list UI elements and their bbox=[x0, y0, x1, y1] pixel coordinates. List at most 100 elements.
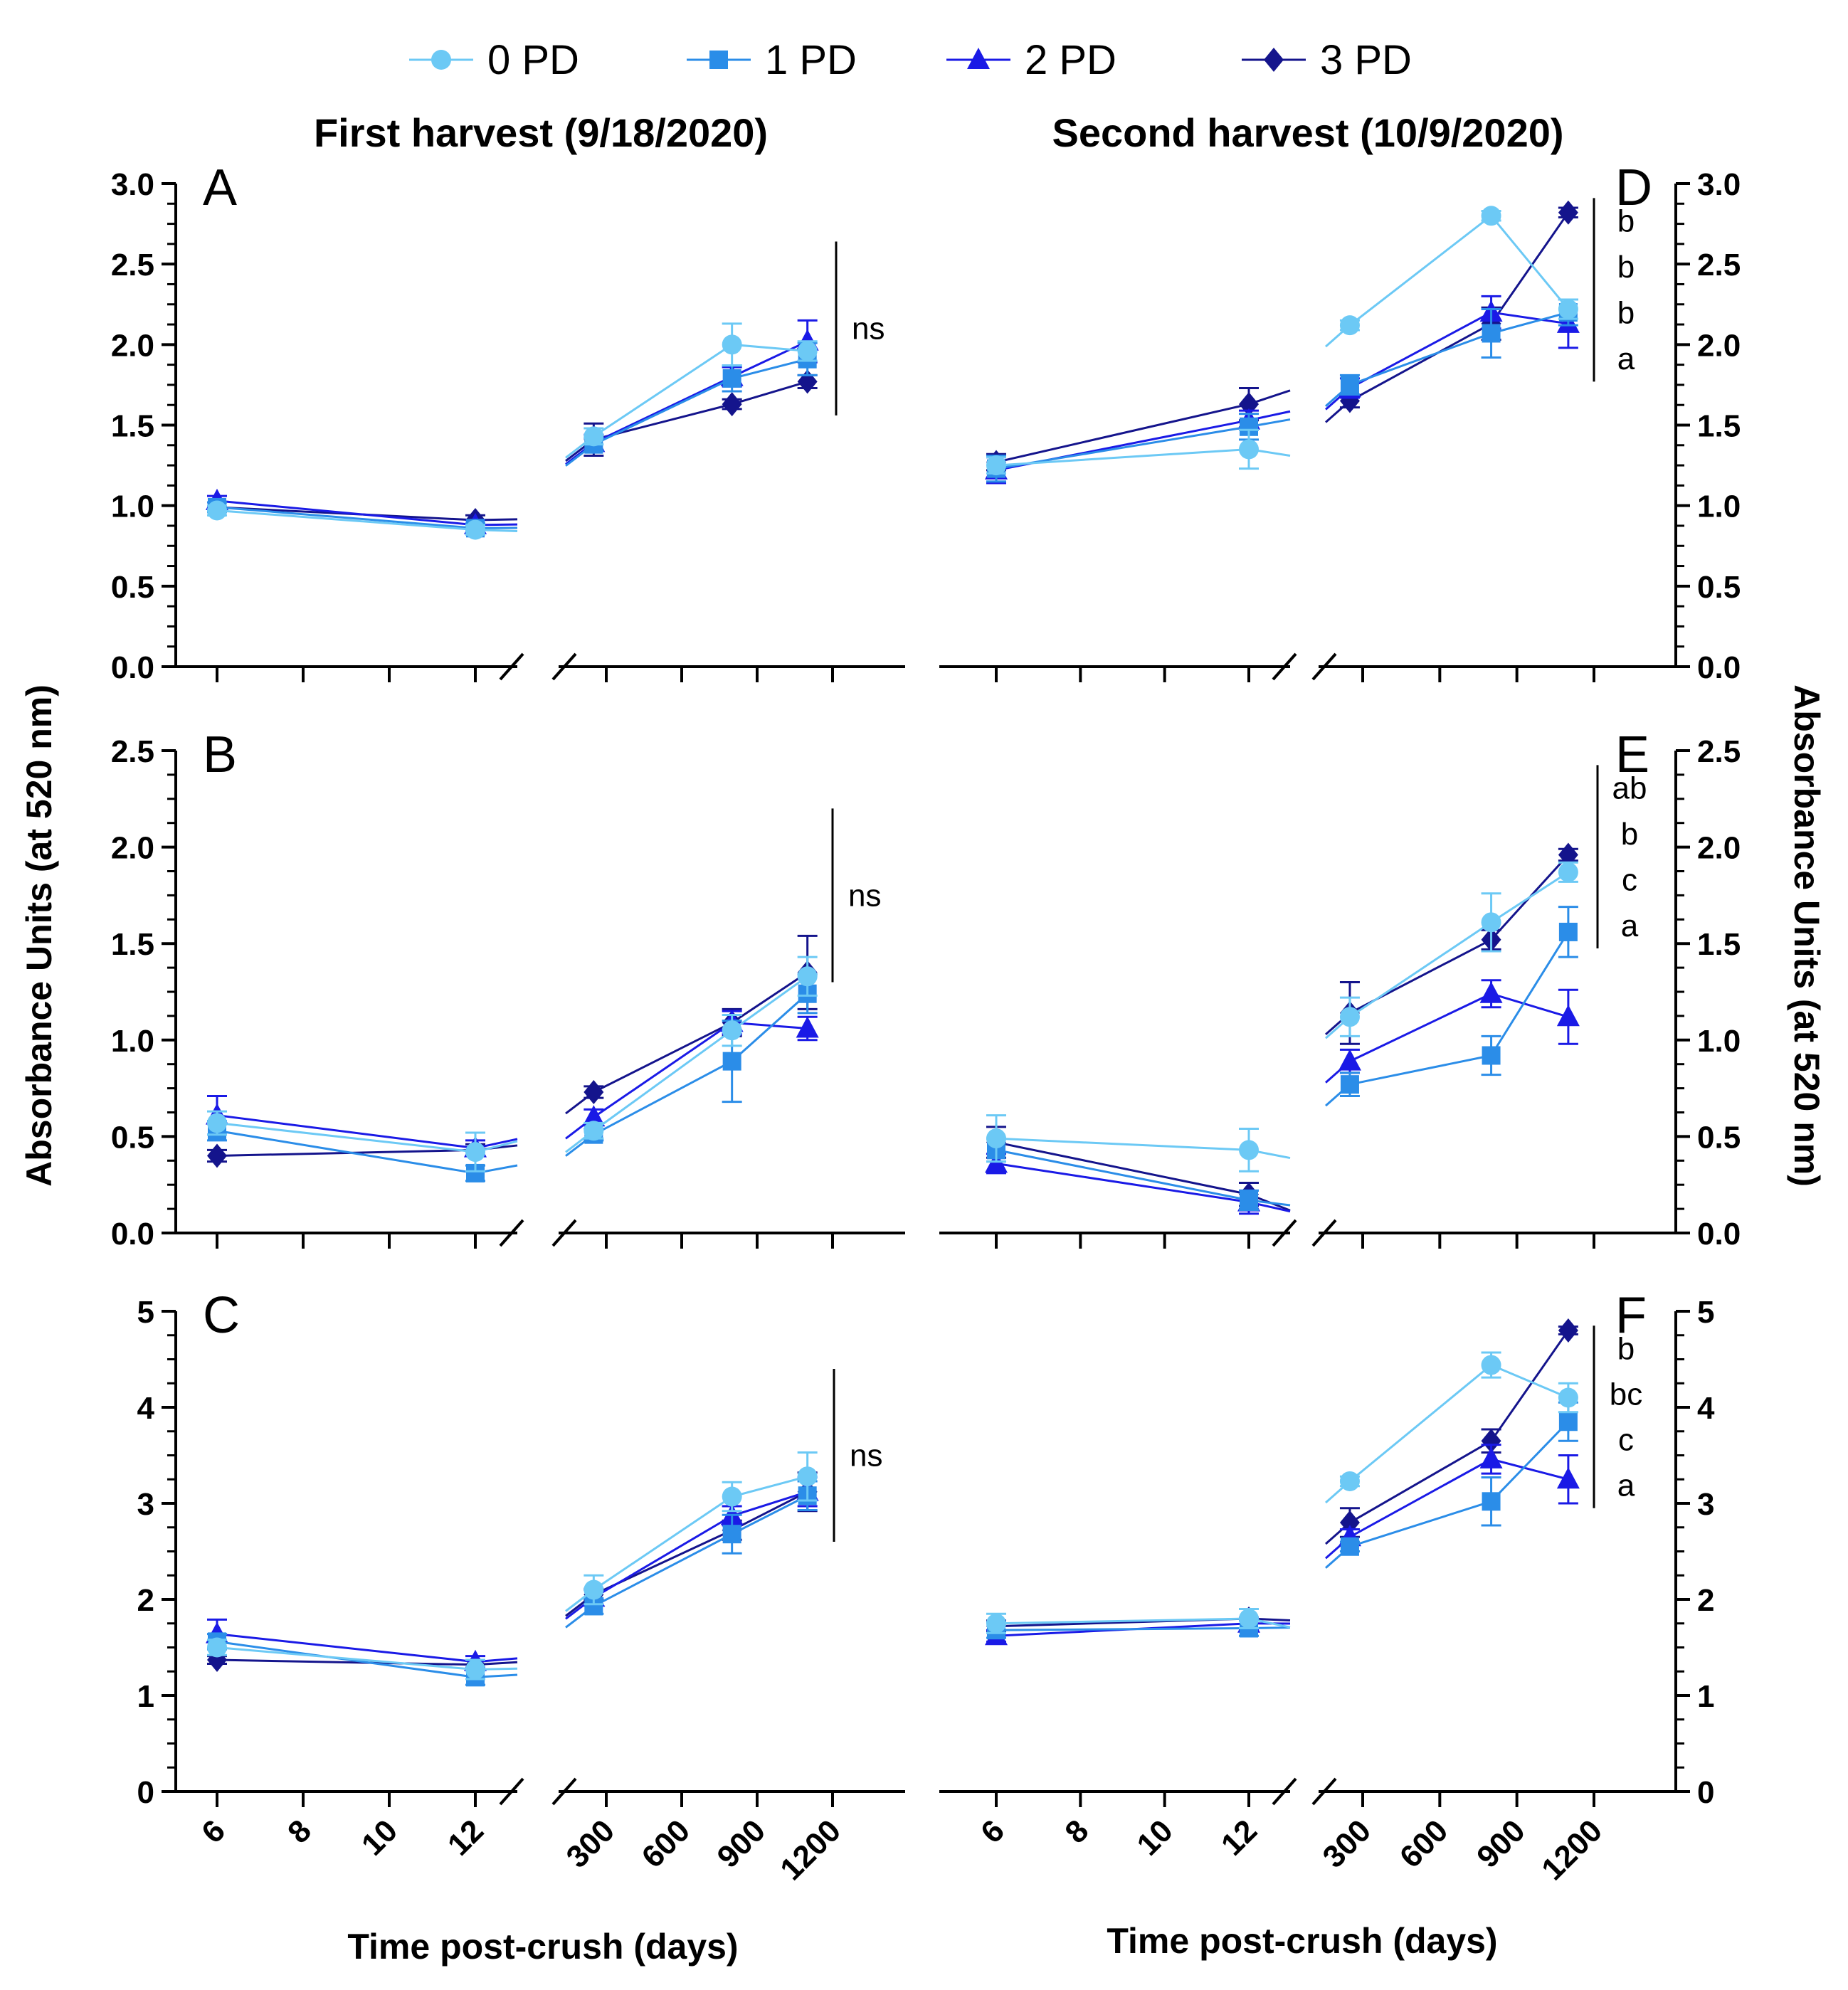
y-axis-title-left: Absorbance Units (at 520 nm) bbox=[19, 684, 59, 1187]
data-point bbox=[722, 369, 741, 388]
data-point bbox=[207, 500, 227, 521]
data-point bbox=[207, 1143, 227, 1168]
x-tick-label: 6 bbox=[974, 1813, 1011, 1850]
series-line bbox=[1349, 1421, 1569, 1548]
y-tick-label: 0.5 bbox=[1697, 1120, 1741, 1155]
data-point bbox=[722, 1020, 742, 1041]
y-tick-label: 2.0 bbox=[111, 328, 154, 363]
data-point bbox=[207, 1637, 227, 1658]
x-axis bbox=[939, 1219, 1676, 1249]
panel-letter: D bbox=[1615, 159, 1652, 216]
y-tick-label: 1 bbox=[137, 1679, 154, 1714]
series-line bbox=[1349, 214, 1570, 327]
series-line bbox=[216, 1129, 476, 1175]
data-point bbox=[584, 1080, 604, 1105]
data-point bbox=[986, 455, 1006, 476]
axis-break bbox=[1311, 652, 1337, 681]
y-axis: 0.0 0.5 1.0 1.5 2.0 2.5 3.0 bbox=[1674, 167, 1741, 685]
y-tick-label: 0.0 bbox=[111, 1217, 154, 1251]
axis-break bbox=[1311, 1777, 1337, 1806]
series-line bbox=[593, 1475, 808, 1591]
data-point bbox=[1558, 842, 1578, 867]
axis-break bbox=[1311, 1219, 1337, 1247]
significance-label: ab bbox=[1612, 771, 1647, 806]
y-tick-label: 2.5 bbox=[1697, 248, 1741, 282]
data-point bbox=[1339, 1471, 1360, 1491]
series-line bbox=[996, 1162, 1250, 1204]
data-point bbox=[1482, 324, 1501, 343]
series-line bbox=[593, 971, 808, 1094]
x-tick-label: 1200 bbox=[1535, 1813, 1609, 1887]
significance: ns bbox=[835, 241, 885, 416]
series-line bbox=[1349, 1458, 1569, 1538]
axis-break bbox=[499, 1777, 524, 1806]
x-axis-title-right: Time post-crush (days) bbox=[1107, 1921, 1497, 1961]
y-tick-label: 1.5 bbox=[111, 409, 154, 444]
legend-label: 1 PD bbox=[765, 37, 857, 83]
y-tick-label: 2.5 bbox=[111, 734, 154, 769]
significance-label: a bbox=[1617, 1468, 1635, 1503]
data-point bbox=[722, 1052, 741, 1071]
y-tick-label: 0.0 bbox=[1697, 1217, 1741, 1251]
data-point bbox=[1482, 1046, 1501, 1065]
data-point bbox=[1338, 1049, 1361, 1071]
first-harvest-title: First harvest (9/18/2020) bbox=[314, 110, 768, 155]
data-point bbox=[797, 341, 818, 361]
significance-label: ns bbox=[848, 878, 881, 913]
y-tick-label: 3 bbox=[137, 1487, 154, 1522]
significance-label: ns bbox=[850, 1439, 882, 1473]
x-tick-label: 8 bbox=[281, 1813, 318, 1850]
series-0pd bbox=[986, 206, 1578, 476]
data-point bbox=[1339, 315, 1360, 336]
series-line bbox=[996, 425, 1250, 470]
panel-letter: E bbox=[1615, 726, 1649, 783]
data-point bbox=[797, 1466, 818, 1487]
data-point bbox=[584, 1121, 604, 1141]
data-point bbox=[722, 1525, 741, 1544]
significance-label: c bbox=[1622, 862, 1637, 897]
series-line bbox=[593, 1494, 808, 1607]
x-tick-label: 600 bbox=[635, 1813, 697, 1875]
y-tick-label: 3 bbox=[1697, 1487, 1714, 1522]
series-line bbox=[216, 1121, 476, 1153]
significance: ns bbox=[833, 1369, 882, 1542]
series-line bbox=[1349, 311, 1569, 386]
y-tick-label: 2 bbox=[137, 1583, 154, 1618]
y-tick-label: 2.0 bbox=[1697, 328, 1741, 363]
series-2pd bbox=[985, 979, 1580, 1215]
legend-label: 3 PD bbox=[1320, 37, 1412, 83]
series-line bbox=[593, 1021, 808, 1118]
significance-label: bc bbox=[1610, 1377, 1642, 1412]
panel-letter: B bbox=[203, 726, 237, 783]
axis-break bbox=[551, 1219, 577, 1247]
data-point bbox=[465, 1659, 485, 1680]
data-point bbox=[465, 519, 485, 540]
series-line bbox=[996, 1617, 1250, 1625]
data-point bbox=[1482, 1492, 1501, 1511]
x-axis: 6 8 10 12 300 600 900 1200 bbox=[176, 1777, 905, 1887]
y-tick-label: 2.0 bbox=[111, 831, 154, 866]
series-line bbox=[593, 975, 808, 1132]
series-line bbox=[216, 1646, 476, 1671]
series-line bbox=[1349, 993, 1569, 1062]
legend-entry: 1 PD bbox=[687, 37, 857, 83]
x-tick-label: 300 bbox=[560, 1813, 622, 1875]
y-tick-label: 0 bbox=[1697, 1775, 1714, 1810]
series-line bbox=[1349, 871, 1569, 1018]
legend-label: 0 PD bbox=[487, 37, 579, 83]
series-line bbox=[996, 1137, 1250, 1151]
panel-a: 0.0 0.5 1.0 1.5 2.0 2.5 3.0 ns A bbox=[111, 159, 905, 685]
data-point bbox=[1340, 375, 1359, 394]
axis-break bbox=[1272, 1777, 1297, 1806]
data-point bbox=[797, 966, 818, 987]
series-line bbox=[996, 1627, 1250, 1631]
series-line bbox=[216, 499, 476, 526]
y-tick-label: 3.0 bbox=[111, 167, 154, 202]
axis-break bbox=[499, 1219, 524, 1247]
data-point bbox=[1558, 1412, 1578, 1431]
